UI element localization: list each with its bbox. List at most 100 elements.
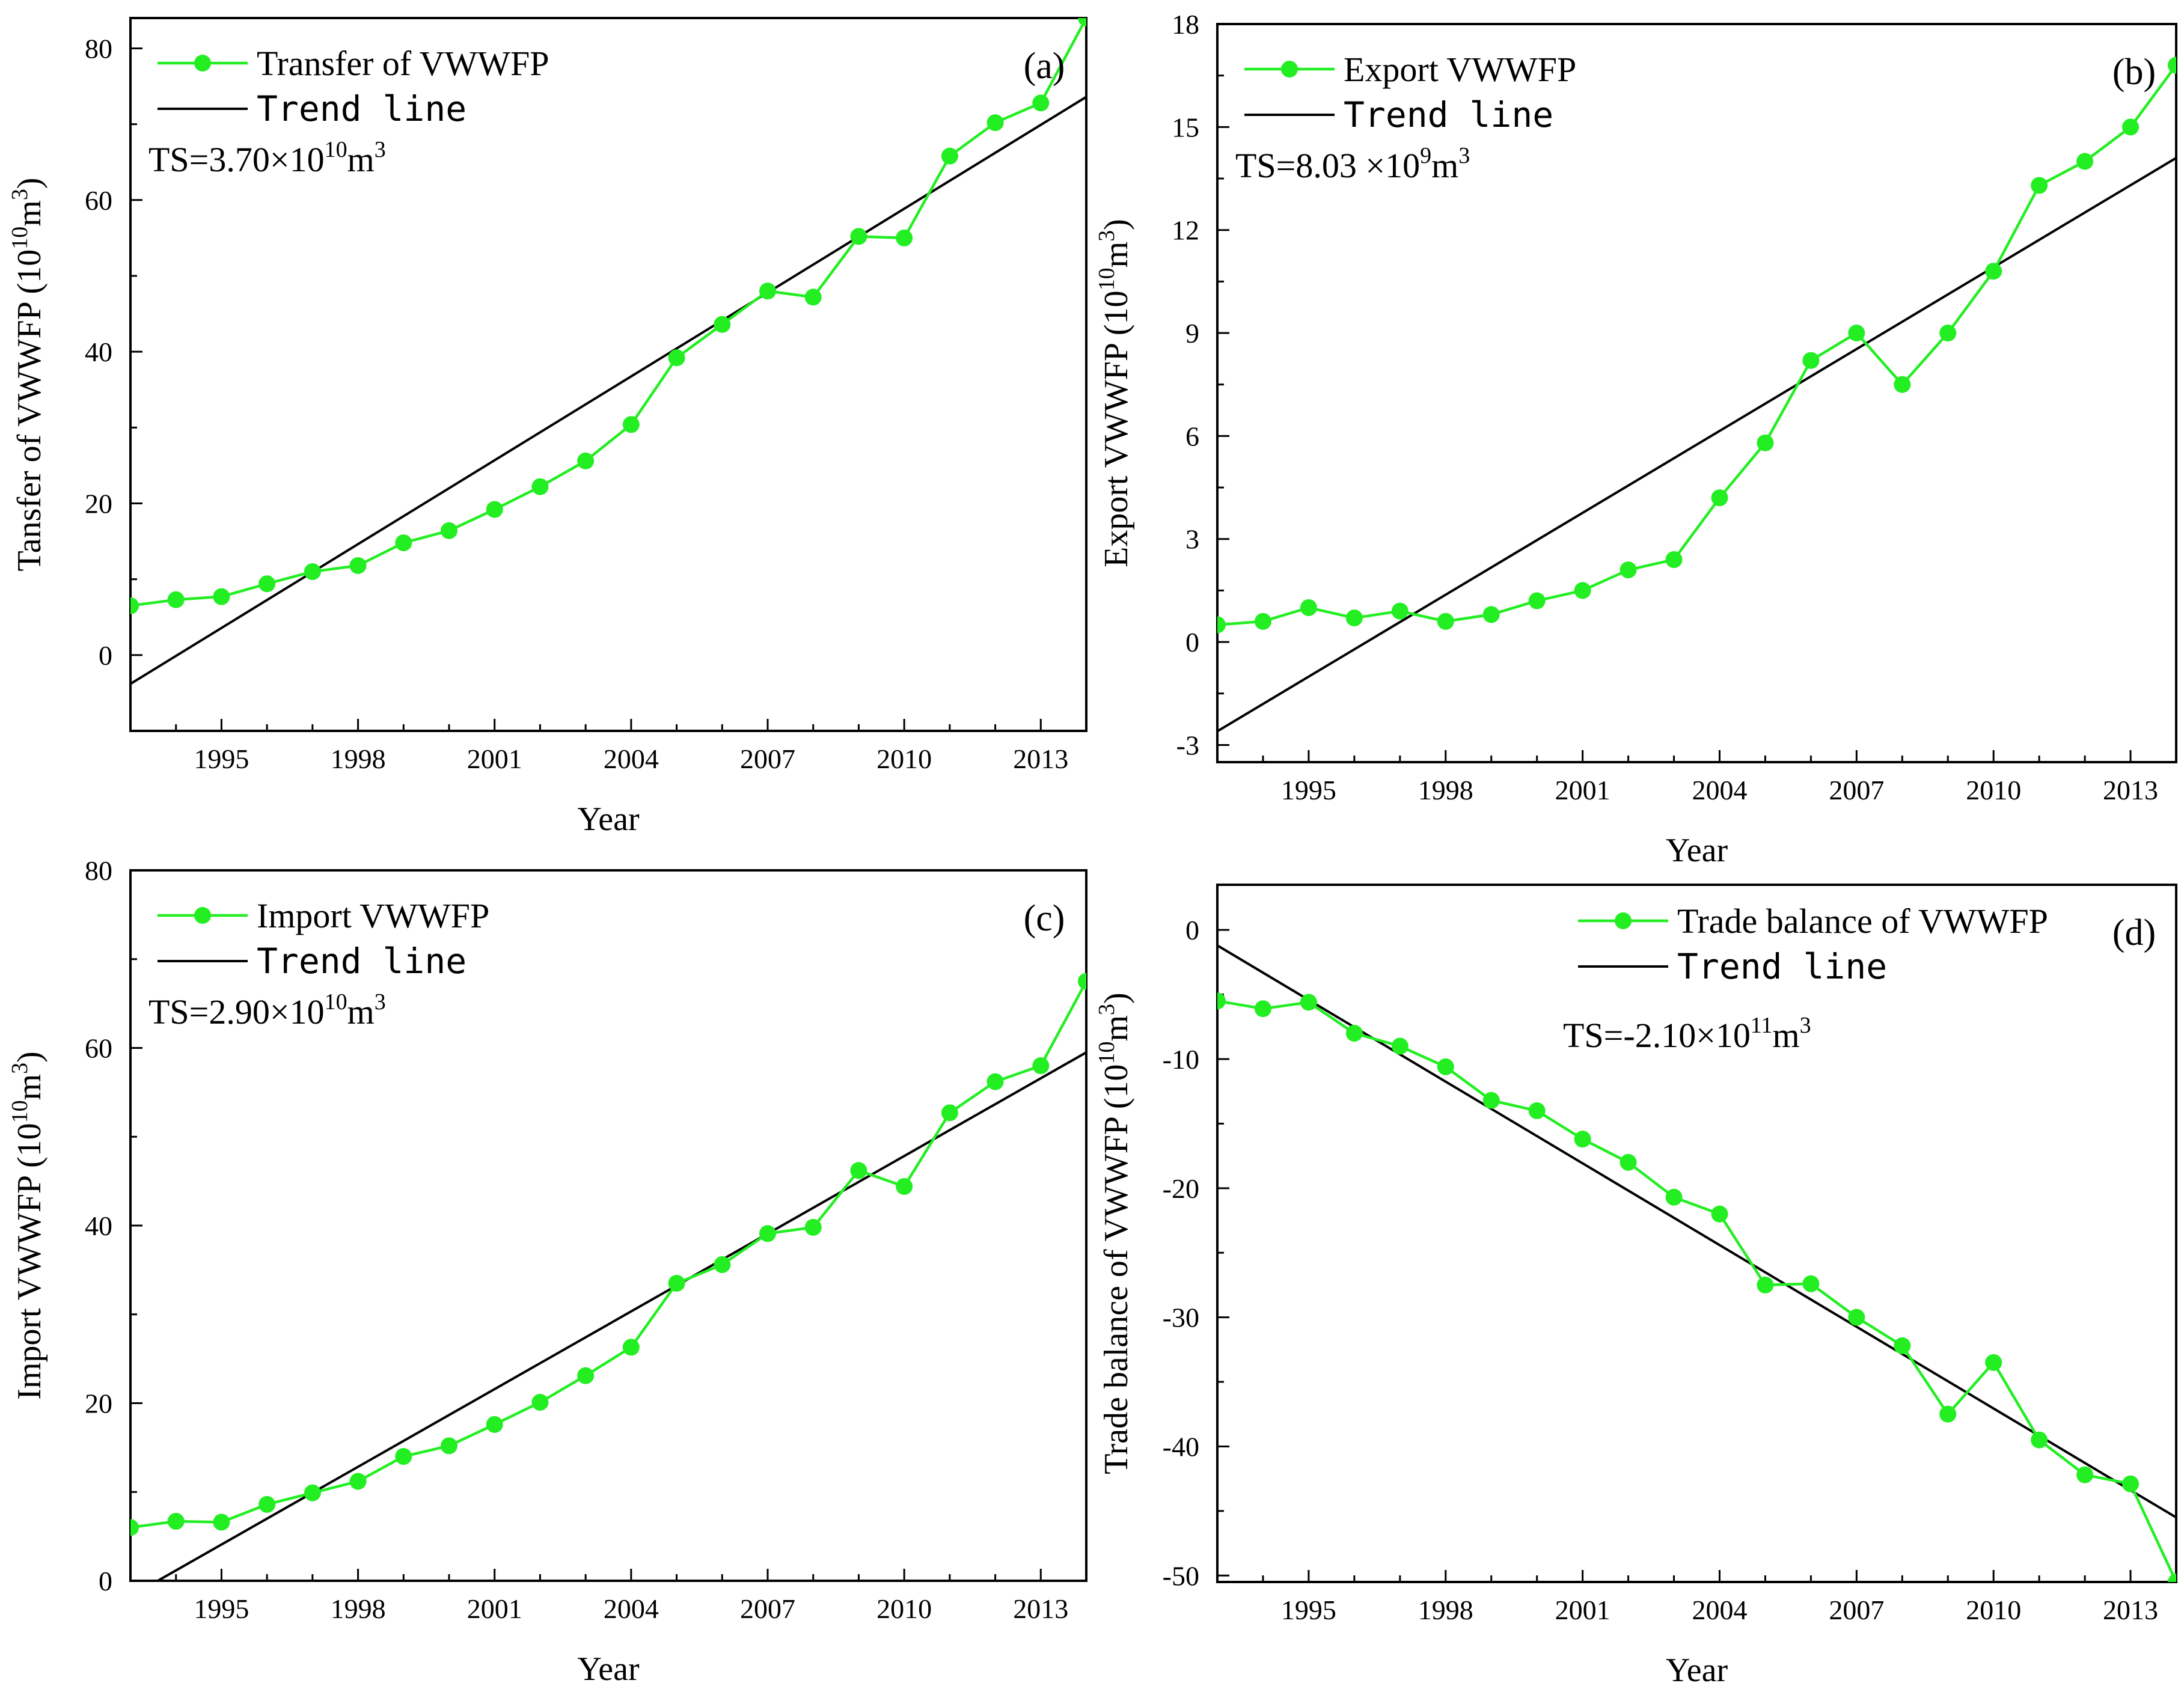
data-point <box>668 349 685 367</box>
ts-annotation: TS=3.70×1010m3 <box>148 137 386 179</box>
data-point <box>2168 56 2176 74</box>
ts-prefix: TS=8.03 ×10 <box>1235 146 1420 185</box>
data-point <box>1345 609 1363 627</box>
data-point <box>1939 1405 1957 1423</box>
legend-series-marker <box>1615 912 1632 929</box>
data-point <box>258 1495 276 1513</box>
data-point <box>759 282 776 300</box>
data-point <box>986 1073 1004 1090</box>
data-point <box>1254 1000 1271 1018</box>
data-point <box>1985 263 2002 280</box>
y-tick-label: 40 <box>85 1211 112 1241</box>
data-point <box>304 1484 321 1501</box>
data-point <box>1391 1037 1409 1055</box>
plot-frame <box>1216 23 2177 763</box>
x-tick-label: 1998 <box>331 744 386 774</box>
x-tick-label: 2001 <box>1555 775 1610 805</box>
y-tick-label: 0 <box>99 640 112 671</box>
trend-line <box>1217 157 2176 733</box>
ts-annotation: TS=-2.10×1011m3 <box>1563 1013 1811 1055</box>
data-point <box>1665 1188 1683 1206</box>
data-point <box>1482 606 1500 623</box>
x-tick-label: 2004 <box>604 744 659 774</box>
plot-frame <box>1216 884 2177 1583</box>
ts-unit: m <box>347 140 375 179</box>
ts-prefix: TS=-2.10×10 <box>1563 1016 1751 1055</box>
x-tick-label: 1998 <box>331 1593 386 1624</box>
data-point <box>804 289 822 306</box>
x-tick-label: 2013 <box>1013 1593 1068 1624</box>
data-point <box>941 147 958 165</box>
y-tick-label: 3 <box>1185 524 1199 555</box>
data-point <box>304 563 321 581</box>
data-point <box>1711 1205 1728 1223</box>
data-point <box>1757 434 1774 451</box>
data-point <box>441 1437 457 1455</box>
data-point <box>2122 118 2140 136</box>
data-point <box>1894 376 1911 393</box>
data-point <box>1482 1092 1500 1109</box>
y-axis-title-unit-exp: 3 <box>7 1063 32 1074</box>
data-point <box>1300 994 1317 1011</box>
data-point <box>1620 1153 1637 1171</box>
data-point <box>1078 18 1086 26</box>
x-tick-label: 1998 <box>1418 775 1473 805</box>
data-point <box>1574 1131 1591 1148</box>
x-tick-label: 2007 <box>740 1593 795 1624</box>
data-point <box>1345 1025 1363 1042</box>
y-tick-label: 15 <box>1172 112 1199 142</box>
x-tick-label: 1998 <box>1418 1595 1473 1625</box>
x-tick-label: 2013 <box>2103 775 2158 805</box>
data-point <box>167 591 185 608</box>
data-point <box>486 1415 503 1433</box>
y-axis-title-text: Trade balance of VWWFP (10 <box>1098 1064 1135 1474</box>
x-tick-label: 2013 <box>2103 1595 2158 1625</box>
y-tick-label: 80 <box>85 33 112 64</box>
data-point <box>1217 616 1226 634</box>
ts-unit: m <box>1773 1016 1800 1055</box>
series-line <box>1217 64 2176 626</box>
data-point <box>1300 599 1317 616</box>
y-axis-title-unit: m <box>1098 1015 1135 1042</box>
y-tick-label: 20 <box>85 1388 112 1419</box>
plot-area <box>1217 944 2176 1582</box>
data-point <box>986 114 1004 132</box>
y-axis-title-unit-exp: 3 <box>1094 230 1119 242</box>
chart-panel-d: 1995 1998 2001 2004 2007 2010 2013 0 -10 -20 -30 -4… <box>1094 884 2177 1689</box>
ts-annotation: TS=2.90×1010m3 <box>148 989 386 1031</box>
data-point <box>167 1513 185 1530</box>
data-point <box>1620 561 1637 579</box>
x-axis-title: Year <box>577 801 640 838</box>
y-tick-label: -40 <box>1163 1431 1199 1462</box>
x-tick-label: 2007 <box>1829 775 1884 805</box>
series-line <box>1217 1000 2176 1582</box>
ts-unit-exponent: 3 <box>1458 143 1470 168</box>
y-axis-title-unit: m <box>11 200 48 227</box>
y-axis-title-close: ) <box>1098 219 1135 230</box>
y-tick-label: 0 <box>99 1566 112 1596</box>
data-point <box>1391 602 1409 620</box>
data-point <box>1528 1102 1546 1119</box>
data-point <box>896 1177 913 1195</box>
data-point <box>1711 489 1728 507</box>
data-point <box>1894 1337 1911 1354</box>
x-tick-label: 2001 <box>467 744 522 774</box>
data-point <box>1665 551 1683 569</box>
ts-prefix: TS=3.70×10 <box>148 140 325 179</box>
y-tick-label: -20 <box>1163 1173 1199 1204</box>
y-axis-title-exp: 10 <box>7 227 32 249</box>
data-point <box>395 534 412 552</box>
data-point <box>1848 1309 1865 1326</box>
y-tick-label: 60 <box>85 1033 112 1064</box>
data-point <box>622 416 640 433</box>
chart-panel-b: 1995 1998 2001 2004 2007 2010 2013 -3 0 3 6 9 12 15 18… <box>1094 9 2177 869</box>
y-tick-label: 0 <box>1185 915 1199 945</box>
data-point <box>2168 1574 2176 1582</box>
data-point <box>349 1473 367 1490</box>
ts-unit: m <box>1431 146 1458 185</box>
legend-series-marker <box>1281 61 1298 78</box>
data-point <box>804 1218 822 1236</box>
x-axis-title: Year <box>1666 832 1728 869</box>
data-point <box>714 316 731 333</box>
